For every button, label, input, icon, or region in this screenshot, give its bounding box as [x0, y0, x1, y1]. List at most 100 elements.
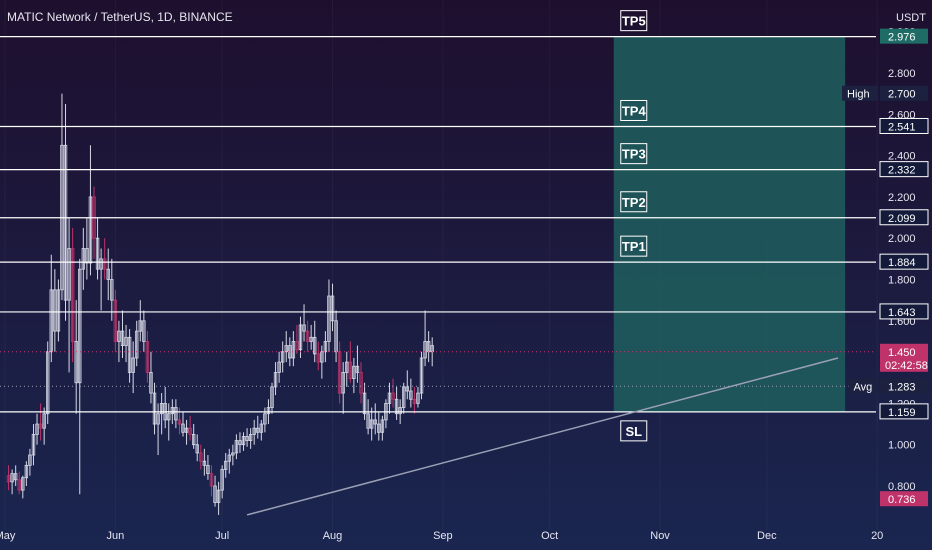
- svg-text:SL: SL: [625, 424, 642, 439]
- zone-label-tp4: TP4: [620, 99, 648, 121]
- candle: [366, 399, 370, 435]
- candle: [252, 419, 256, 445]
- candle: [120, 310, 125, 358]
- candle: [99, 248, 103, 311]
- y-tick-label: 1.800: [888, 275, 916, 287]
- svg-text:TP1: TP1: [622, 239, 646, 254]
- candle: [10, 469, 14, 495]
- candle: [352, 357, 356, 394]
- zones: [613, 36, 846, 412]
- candle: [117, 320, 121, 363]
- candle: [220, 465, 224, 499]
- candle: [74, 300, 78, 414]
- candle: [70, 227, 75, 363]
- zone-label-tp5: TP5: [620, 10, 648, 32]
- candle: [280, 341, 285, 373]
- candle: [330, 283, 335, 332]
- candle: [67, 217, 71, 373]
- candle: [21, 475, 25, 499]
- candle: [145, 331, 150, 383]
- candle: [380, 415, 385, 441]
- y-tick-label: 1.000: [888, 440, 916, 452]
- candle: [409, 378, 413, 408]
- candle: [369, 407, 374, 441]
- price-tag-label: Avg: [854, 381, 873, 393]
- countdown-label: 02:42:58: [885, 360, 928, 372]
- x-tick-label: Jun: [106, 530, 124, 542]
- candle: [188, 415, 192, 441]
- candle: [227, 448, 231, 474]
- svg-text:TP2: TP2: [622, 195, 646, 210]
- price-tag-value: 1.283: [888, 381, 916, 393]
- candle: [142, 310, 146, 352]
- price-tag-value: 0.736: [888, 494, 916, 506]
- time-axis[interactable]: May Jun Jul Aug Sep Oct Nov Dec 20: [0, 530, 883, 542]
- candle: [394, 386, 399, 420]
- candle: [231, 444, 235, 466]
- candle: [184, 419, 189, 445]
- price-tag-value: 2.332: [888, 165, 916, 177]
- y-tick-label: 2.000: [888, 233, 916, 245]
- x-tick-label: Sep: [433, 530, 453, 542]
- candle: [273, 362, 278, 396]
- candle: [206, 455, 210, 480]
- x-tick-label: Dec: [757, 530, 777, 542]
- x-tick-label: Oct: [541, 530, 558, 542]
- candle: [95, 217, 100, 280]
- candle: [256, 415, 260, 439]
- price-tag: 1.643: [879, 303, 929, 320]
- price-tag-value: 2.700: [888, 89, 916, 101]
- candle: [88, 145, 93, 276]
- target-zone: [613, 36, 846, 412]
- price-tag: 0.736: [880, 491, 928, 507]
- trendline[interactable]: [246, 357, 839, 516]
- svg-text:TP5: TP5: [622, 14, 646, 29]
- x-tick-label: 20: [871, 530, 883, 542]
- candle: [345, 351, 349, 387]
- candle: [402, 382, 406, 414]
- candle: [234, 434, 239, 460]
- candle: [359, 362, 363, 404]
- candle: [259, 419, 264, 441]
- candle: [152, 382, 157, 435]
- candle: [224, 452, 228, 478]
- price-tag-value: 1.159: [888, 407, 916, 419]
- price-tag-value: 1.450: [888, 347, 916, 359]
- zone-label-tp3: TP3: [620, 143, 648, 165]
- candle: [199, 444, 203, 470]
- candle: [24, 461, 29, 486]
- candle: [195, 434, 199, 462]
- trendline-group[interactable]: [246, 357, 839, 516]
- candle: [13, 465, 18, 486]
- candle: [53, 269, 57, 352]
- candle: [245, 428, 249, 447]
- candle: [241, 432, 246, 451]
- candle: [56, 279, 61, 342]
- candle: [159, 393, 164, 435]
- x-tick-label: May: [0, 530, 16, 542]
- candle: [110, 258, 114, 321]
- candle: [291, 331, 296, 367]
- candle: [131, 341, 135, 394]
- candle: [309, 324, 313, 350]
- candle: [323, 331, 328, 363]
- candle: [85, 217, 89, 280]
- candle: [106, 248, 110, 301]
- candle: [298, 316, 303, 358]
- candle: [174, 399, 178, 429]
- candle: [78, 258, 82, 495]
- candle: [42, 407, 46, 445]
- candle: [113, 289, 118, 352]
- candle: [416, 386, 420, 408]
- price-tag-value: 1.643: [888, 307, 916, 319]
- candle: [337, 341, 342, 404]
- candle: [355, 345, 360, 383]
- candle: [124, 324, 128, 363]
- price-tag: 1.884: [879, 253, 929, 270]
- candle: [377, 411, 381, 441]
- x-tick-label: Aug: [323, 530, 343, 542]
- candle: [149, 351, 153, 404]
- price-tag-label: High: [847, 89, 870, 101]
